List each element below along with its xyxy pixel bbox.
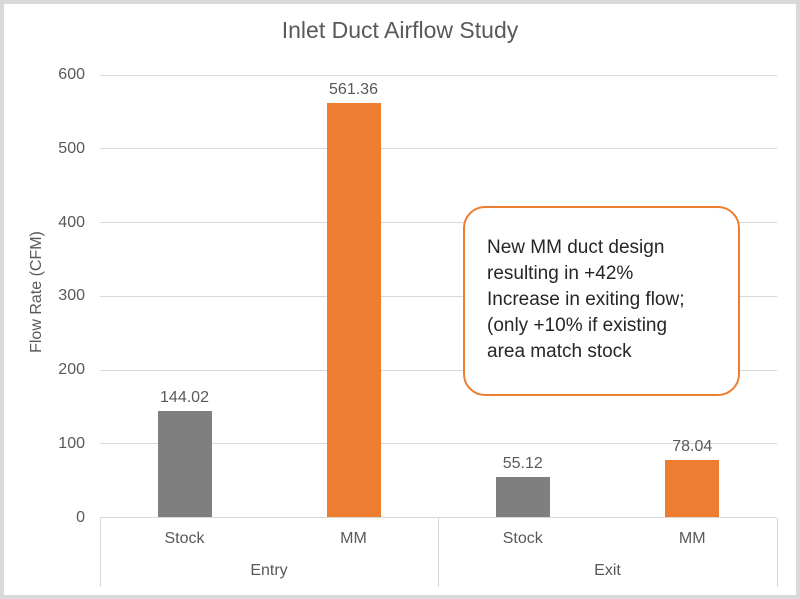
annotation-line-1: New MM duct design: [487, 237, 665, 258]
y-tick-label-300: 300: [58, 287, 85, 305]
gridline-500: [100, 148, 777, 150]
annotation-line-5: area match stock: [487, 341, 632, 362]
category-label-exit-mm: MM: [678, 530, 706, 547]
gridline-300: [100, 295, 777, 297]
gridline-400: [100, 222, 777, 223]
data-label-entry-mm: 561.36: [329, 81, 378, 99]
annotation-line-4: (only +10% if existing: [487, 315, 668, 336]
y-tick-label-400: 400: [58, 213, 85, 231]
y-tick-label-500: 500: [58, 139, 85, 157]
gridline-200: [100, 369, 777, 371]
category-separator-0: [99, 518, 101, 587]
bar-exit-stock[interactable]: [495, 476, 550, 518]
annotation-callout[interactable]: New MM duct design resulting in +42% Inc…: [463, 206, 740, 396]
bar-entry-stock[interactable]: [157, 411, 212, 518]
data-label-exit-mm: 78.04: [672, 437, 713, 455]
y-tick-label-100: 100: [58, 434, 85, 452]
category-label-entry-mm: MM: [340, 530, 367, 547]
y-tick-label-200: 200: [58, 361, 85, 378]
category-separator-1: [437, 518, 439, 587]
gridline-0: [100, 517, 777, 518]
gridline-100: [100, 443, 777, 445]
category-separator-2: [776, 518, 778, 587]
bar-entry-mm[interactable]: [326, 103, 381, 518]
annotation-line-3: Increase in exiting flow;: [487, 289, 685, 310]
gridline-600: [100, 74, 777, 76]
group-label-entry: Entry: [250, 562, 288, 579]
data-label-exit-stock: 55.12: [502, 454, 543, 472]
annotation-line-2: resulting in +42%: [487, 263, 634, 284]
group-label-exit: Exit: [594, 562, 621, 579]
category-label-exit-stock: Stock: [502, 530, 543, 547]
data-label-entry-stock: 144.02: [160, 389, 209, 407]
y-tick-label-600: 600: [58, 66, 85, 83]
bar-exit-mm[interactable]: [665, 459, 720, 518]
y-tick-label-0: 0: [76, 508, 85, 526]
category-label-entry-stock: Stock: [164, 530, 205, 547]
chart-title: Inlet Duct Airflow Study: [281, 17, 519, 43]
